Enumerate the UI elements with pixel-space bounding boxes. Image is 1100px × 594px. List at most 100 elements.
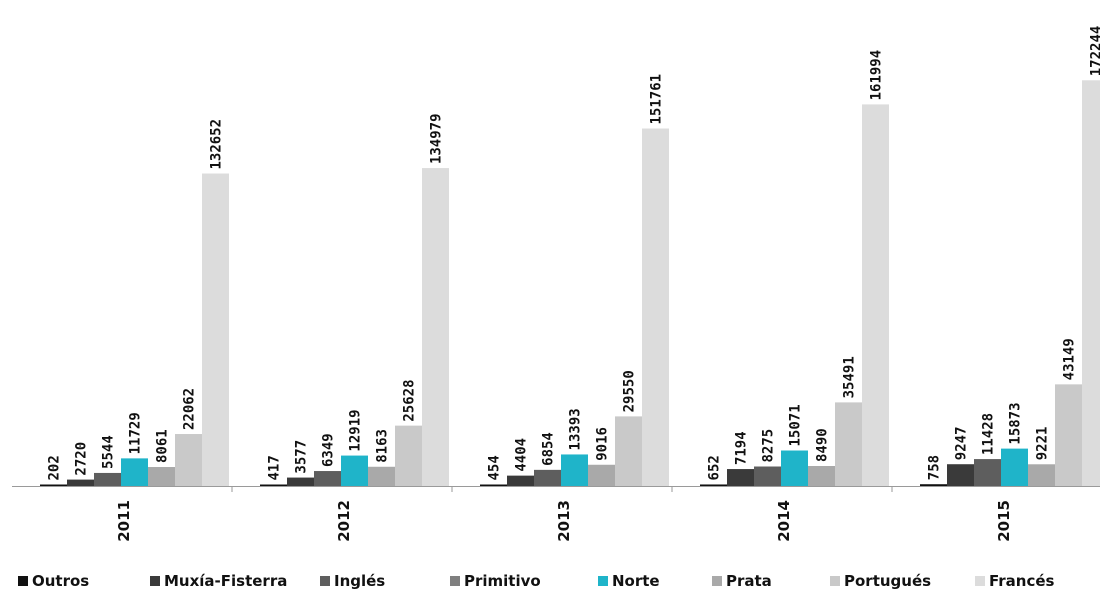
bar-outros-2013: [480, 484, 507, 486]
legend-label: Outros: [32, 572, 89, 590]
legend-item-frances: Francés: [975, 572, 1055, 590]
bar-outros-2014: [700, 484, 727, 486]
legend-item-norte: Norte: [598, 572, 660, 590]
x-tick-label-2011: 2011: [115, 500, 133, 542]
data-label-frances-2011: 132652: [209, 119, 225, 170]
bar-outros-2015: [920, 484, 947, 486]
bar-norte-2013: [561, 454, 588, 486]
x-axis: 2011 2012 2013 2014 2015: [12, 486, 1100, 542]
legend-item-prata: Prata: [712, 572, 772, 590]
data-label-portugues-2015: 43149: [1062, 338, 1078, 380]
data-label-portugues-2011: 22062: [182, 388, 198, 430]
legend-label: Prata: [726, 572, 772, 590]
bar-norte-2014: [781, 450, 808, 486]
data-label-frances-2013: 151761: [649, 74, 665, 125]
legend-label: Primitivo: [464, 572, 541, 590]
bar-muxia-fisterra-2013: [507, 475, 534, 486]
data-label-ingles-2014: 8275: [761, 429, 777, 463]
bar-prata-2012: [368, 466, 395, 486]
bar-ingles-2015: [974, 459, 1001, 486]
bar-norte-2015: [1001, 448, 1028, 486]
data-label-norte-2013: 13393: [568, 408, 584, 450]
x-tick-label-2013: 2013: [555, 500, 573, 542]
legend-swatch: [320, 576, 330, 586]
bar-portugues-2012: [395, 425, 422, 486]
data-label-norte-2015: 15873: [1008, 402, 1024, 444]
legend-item-muxia-fisterra: Muxía-Fisterra: [150, 572, 287, 590]
data-label-prata-2011: 8061: [155, 429, 171, 463]
data-label-portugues-2014: 35491: [842, 356, 858, 398]
bar-outros-2012: [260, 484, 287, 486]
data-label-portugues-2013: 29550: [622, 370, 638, 412]
x-tick-label-2015: 2015: [995, 500, 1013, 542]
data-label-muxia-fisterra-2015: 9247: [954, 426, 970, 460]
legend-item-portugues: Portugués: [830, 572, 931, 590]
legend: Outros Muxía-Fisterra Inglés Primitivo Norte…: [18, 572, 1055, 590]
bar-portugues-2013: [615, 416, 642, 486]
legend-swatch: [598, 576, 608, 586]
data-label-muxia-fisterra-2013: 4404: [514, 438, 530, 472]
legend-item-ingles: Inglés: [320, 572, 385, 590]
bar-prata-2011: [148, 467, 175, 486]
bar-prata-2015: [1028, 464, 1055, 486]
legend-label: Inglés: [334, 572, 385, 590]
bar-muxia-fisterra-2012: [287, 477, 314, 486]
data-label-norte-2011: 11729: [127, 412, 143, 454]
data-label-outros-2012: 417: [267, 455, 283, 480]
data-label-prata-2012: 8163: [375, 429, 391, 463]
legend-item-outros: Outros: [18, 572, 89, 590]
legend-label: Portugués: [844, 572, 931, 590]
legend-label: Muxía-Fisterra: [164, 572, 287, 590]
data-label-outros-2015: 758: [927, 455, 943, 480]
bar-portugues-2011: [175, 434, 202, 486]
data-label-ingles-2011: 5544: [101, 435, 117, 469]
data-label-muxia-fisterra-2011: 2720: [74, 442, 90, 476]
x-tick-label-2014: 2014: [775, 500, 793, 542]
legend-swatch: [830, 576, 840, 586]
legend-label: Norte: [612, 572, 660, 590]
data-label-muxia-fisterra-2012: 3577: [294, 440, 310, 474]
data-label-prata-2015: 9221: [1035, 427, 1051, 461]
legend-label: Francés: [989, 572, 1055, 590]
data-label-frances-2015: 172244: [1089, 26, 1100, 77]
data-label-frances-2012: 134979: [429, 113, 445, 164]
data-label-ingles-2012: 6349: [321, 433, 337, 467]
data-label-outros-2011: 202: [47, 455, 63, 480]
legend-swatch: [150, 576, 160, 586]
legend-item-primitivo: Primitivo: [450, 572, 541, 590]
bar-frances-2015: [1082, 80, 1100, 487]
data-label-prata-2014: 8490: [815, 428, 831, 462]
bar-muxia-fisterra-2015: [947, 464, 974, 486]
data-label-outros-2014: 652: [707, 455, 723, 480]
bar-portugues-2015: [1055, 384, 1082, 486]
bar-norte-2011: [121, 458, 148, 486]
bar-outros-2011: [40, 484, 67, 486]
legend-swatch: [450, 576, 460, 586]
data-label-outros-2013: 454: [487, 455, 503, 480]
bar-ingles-2012: [314, 471, 341, 486]
bar-norte-2012: [341, 455, 368, 486]
bar-frances-2013: [642, 128, 669, 486]
x-tick-label-2012: 2012: [335, 500, 353, 542]
bar-ingles-2013: [534, 469, 561, 486]
bar-frances-2012: [422, 168, 449, 486]
plot-area: 202 2720 5544 11729 8061 22062 132652 417 3577 63…: [40, 26, 1100, 487]
data-label-prata-2013: 9016: [595, 427, 611, 461]
data-label-muxia-fisterra-2014: 7194: [734, 431, 750, 465]
data-label-frances-2014: 161994: [869, 50, 885, 101]
data-label-ingles-2013: 6854: [541, 432, 557, 466]
bar-prata-2014: [808, 466, 835, 486]
bar-prata-2013: [588, 464, 615, 486]
data-label-norte-2014: 15071: [788, 404, 804, 446]
bar-ingles-2014: [754, 466, 781, 486]
bar-ingles-2011: [94, 472, 121, 486]
legend-swatch: [975, 576, 985, 586]
bar-frances-2014: [862, 104, 889, 487]
bar-portugues-2014: [835, 402, 862, 486]
legend-swatch: [712, 576, 722, 586]
legend-swatch: [18, 576, 28, 586]
bar-frances-2011: [202, 173, 229, 487]
data-label-portugues-2012: 25628: [402, 379, 418, 421]
data-label-ingles-2015: 11428: [981, 413, 997, 455]
